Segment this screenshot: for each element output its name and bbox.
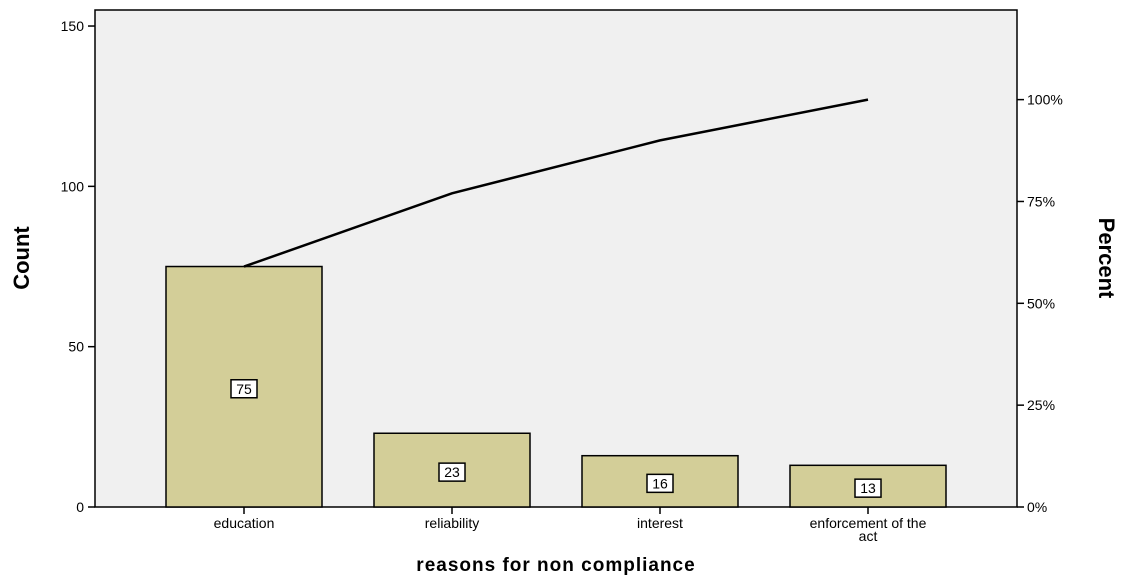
bar-label-box-3 — [854, 478, 882, 498]
right-axis: 0% 25% 50% 75% 100% — [1017, 92, 1063, 515]
right-tick-label-2: 50% — [1027, 295, 1055, 311]
bar-data-label-0: 75 — [236, 381, 252, 397]
category-label-2: interest — [637, 515, 683, 531]
left-tick-label-2: 100 — [61, 178, 85, 194]
left-tick-label-0: 0 — [76, 499, 84, 515]
left-tick-label-3: 150 — [61, 18, 85, 34]
bar-data-label-1: 23 — [444, 464, 460, 480]
bar-label-box-0 — [230, 379, 258, 399]
category-label-0: education — [214, 515, 275, 531]
category-label-1: reliability — [425, 515, 479, 531]
category-axis: education reliability interest enforcement … — [214, 507, 927, 544]
cumulative-percent-line — [243, 98, 869, 268]
right-tick-label-1: 25% — [1027, 397, 1055, 413]
right-tick-label-3: 75% — [1027, 193, 1055, 209]
y-axis-right-title: Percent — [1094, 218, 1119, 299]
right-tick-label-4: 100% — [1027, 92, 1063, 108]
left-tick-label-1: 50 — [68, 339, 84, 355]
category-label-3: enforcement of the act — [810, 515, 927, 544]
bar-label-box-2 — [646, 473, 674, 494]
y-axis-title: Count — [9, 226, 34, 290]
bar-data-label-3: 13 — [860, 480, 876, 496]
right-tick-label-0: 0% — [1027, 499, 1047, 515]
x-axis-title: reasons for non compliance — [416, 555, 695, 575]
left-axis: 0 50 100 150 — [61, 18, 95, 515]
cumulative-line-layer — [243, 98, 869, 268]
bar-data-label-2: 16 — [652, 475, 668, 491]
bar-label-box-1 — [438, 462, 466, 482]
bars-layer: 75 23 16 13 — [165, 265, 947, 508]
